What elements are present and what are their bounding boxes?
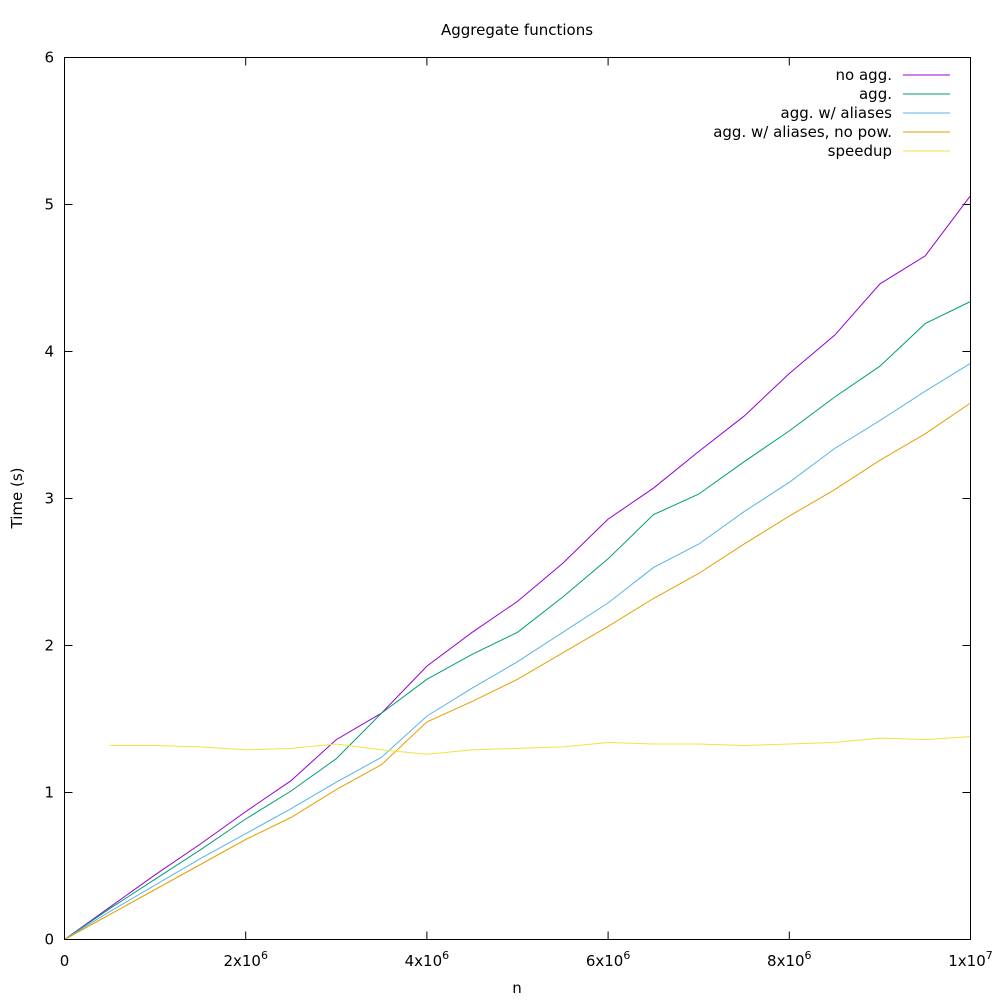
x-tick-label-exponent: 6: [623, 949, 630, 962]
x-tick-label: 1x107: [948, 949, 993, 970]
legend-label: agg. w/ aliases: [781, 104, 893, 122]
y-tick-label: 5: [44, 196, 54, 214]
x-tick-label-exponent: 6: [261, 949, 268, 962]
x-tick-label-exponent: 6: [442, 949, 449, 962]
x-tick-label-base: 2x10: [223, 952, 261, 970]
series-line-agg: [64, 301, 971, 940]
plot-frame: [64, 57, 971, 940]
x-tick-label-exponent: 6: [805, 949, 812, 962]
y-axis-label: Time (s): [8, 468, 26, 530]
x-tick-label: 4x106: [405, 949, 450, 970]
series-line-agg-w-aliases: [64, 362, 971, 940]
plot-lines: [64, 195, 971, 940]
legend-label: no agg.: [836, 66, 892, 84]
x-tick-label: 2x106: [223, 949, 268, 970]
x-axis-label: n: [512, 979, 522, 997]
series-line-agg-w-aliases-no-pow: [64, 402, 971, 940]
x-tick-label-base: 1x10: [948, 952, 986, 970]
x-tick-label-base: 6x10: [586, 952, 624, 970]
y-tick-label: 1: [44, 784, 54, 802]
x-tick-label-base: 8x10: [767, 952, 805, 970]
y-tick-label: 3: [44, 490, 54, 508]
x-tick-label-base: 0: [60, 952, 70, 970]
x-tick-label-base: 4x10: [405, 952, 443, 970]
x-tick-label: 0: [60, 952, 70, 970]
legend-label: agg. w/ aliases, no pow.: [713, 123, 892, 141]
legend-label: agg.: [859, 85, 892, 103]
y-tick-label: 6: [44, 49, 54, 67]
x-tick-label-exponent: 7: [986, 949, 993, 962]
y-tick-label: 0: [44, 931, 54, 949]
series-line-speedup: [109, 736, 971, 755]
y-tick-label: 4: [44, 343, 54, 361]
chart-title: Aggregate functions: [441, 21, 593, 39]
y-tick-label: 2: [44, 637, 54, 655]
x-tick-label: 6x106: [586, 949, 631, 970]
series-line-no-agg: [64, 195, 971, 940]
x-tick-label: 8x106: [767, 949, 812, 970]
legend-label: speedup: [828, 142, 892, 160]
